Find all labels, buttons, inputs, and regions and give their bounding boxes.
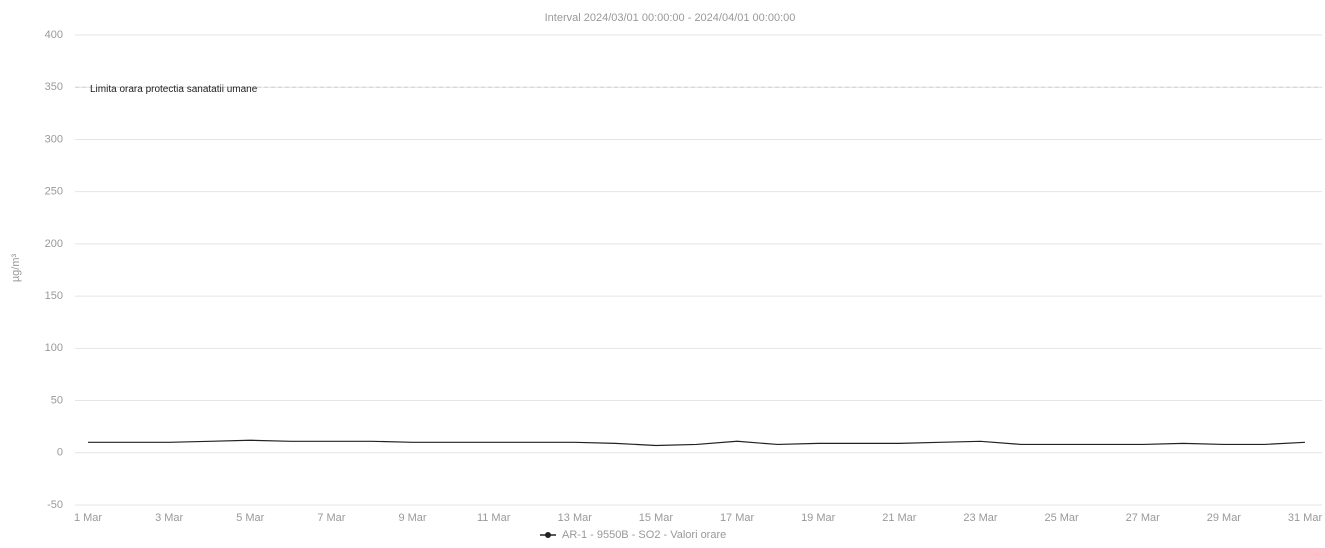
y-axis-label: µg/m³ [10, 253, 22, 282]
x-tick-label: 23 Mar [963, 512, 998, 524]
x-tick-label: 11 Mar [477, 512, 511, 524]
x-tick-label: 3 Mar [155, 512, 183, 524]
chart-title: Interval 2024/03/01 00:00:00 - 2024/04/0… [545, 12, 796, 24]
legend-marker [545, 532, 551, 538]
x-tick-label: 1 Mar [74, 512, 102, 524]
x-tick-label: 29 Mar [1207, 512, 1242, 524]
x-tick-label: 19 Mar [801, 512, 836, 524]
y-tick-label: -50 [47, 499, 63, 511]
x-tick-label: 9 Mar [398, 512, 426, 524]
x-tick-label: 7 Mar [317, 512, 345, 524]
annotation: Limita orara protectia sanatatii umane [90, 84, 258, 95]
x-tick-label: 21 Mar [882, 512, 917, 524]
y-tick-label: 150 [45, 290, 63, 302]
x-tick-label: 13 Mar [558, 512, 593, 524]
legend-label: AR-1 - 9550B - SO2 - Valori orare [562, 529, 726, 541]
y-tick-label: 300 [45, 133, 63, 145]
x-tick-label: 15 Mar [639, 512, 674, 524]
y-tick-label: 200 [45, 238, 63, 250]
y-tick-label: 250 [45, 186, 63, 198]
y-tick-label: 400 [45, 29, 63, 41]
x-tick-label: 5 Mar [236, 512, 264, 524]
y-tick-label: 0 [57, 447, 63, 459]
x-tick-label: 27 Mar [1126, 512, 1161, 524]
y-tick-label: 100 [45, 342, 63, 354]
y-tick-label: 350 [45, 81, 63, 93]
x-tick-label: 31 Mar [1288, 512, 1323, 524]
x-tick-label: 17 Mar [720, 512, 755, 524]
x-tick-label: 25 Mar [1044, 512, 1079, 524]
y-tick-label: 50 [51, 394, 63, 406]
data-line [88, 439, 1306, 447]
